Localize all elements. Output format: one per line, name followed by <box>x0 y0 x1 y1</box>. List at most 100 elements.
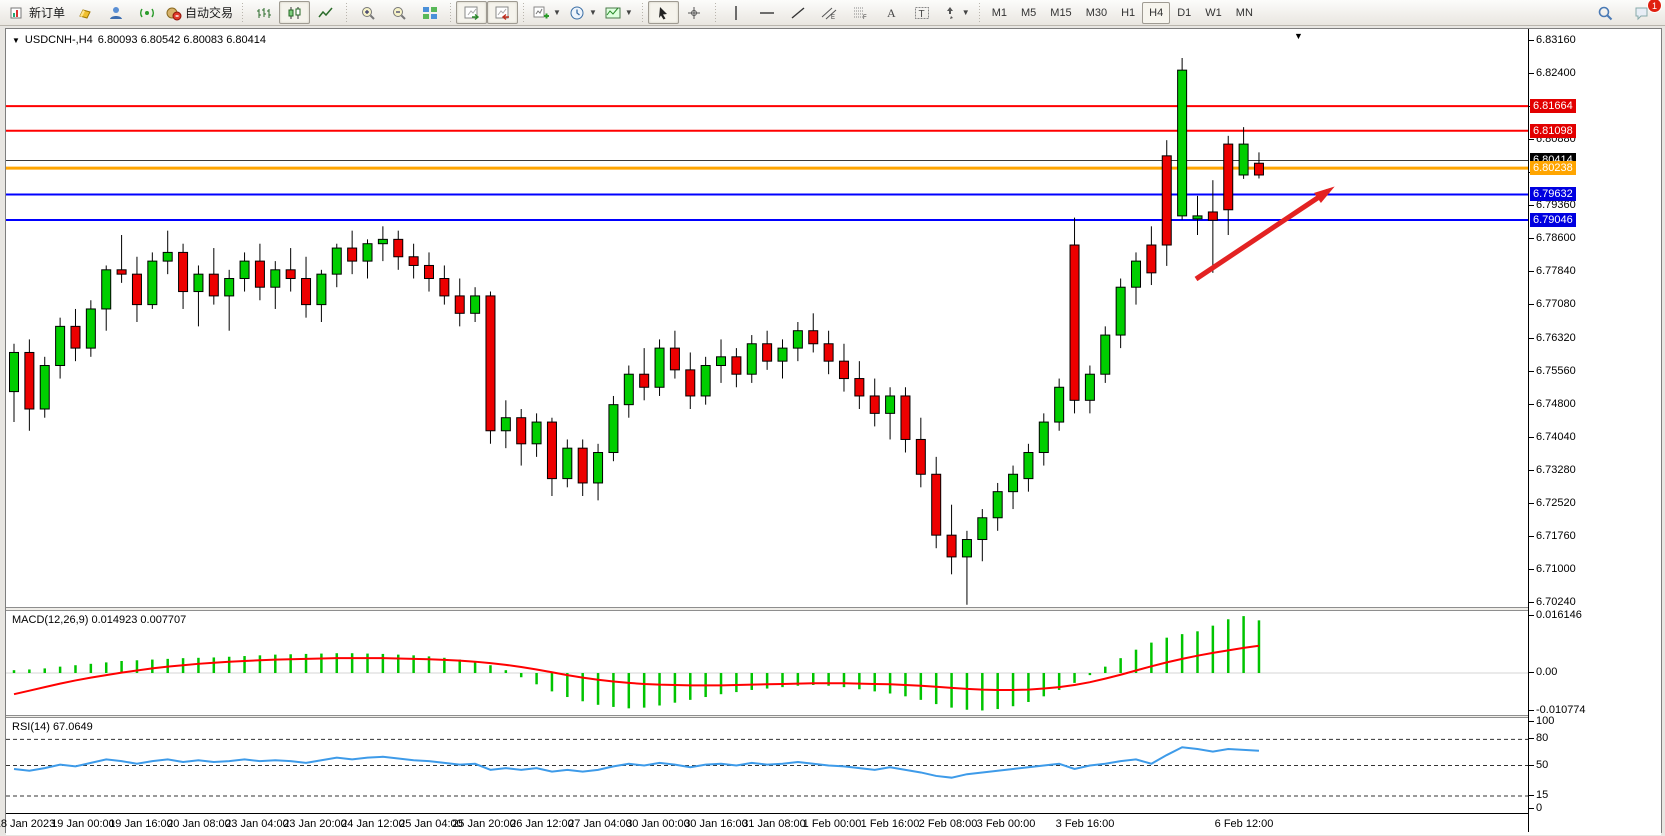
candle-body <box>239 260 250 280</box>
candle-body <box>1161 155 1172 246</box>
rsi-indicator-chart[interactable] <box>6 718 1528 813</box>
toolbar-separator <box>447 2 455 23</box>
rsi-axis-label: 50 <box>1528 758 1549 771</box>
shapes-button[interactable]: ▼ <box>938 1 974 24</box>
time-axis-label: 25 Jan 04:00 <box>399 818 463 830</box>
tile-windows-button[interactable] <box>414 1 445 24</box>
trendline-button[interactable] <box>783 1 814 24</box>
ohlc-bars-button[interactable] <box>248 1 279 24</box>
chat-button[interactable]: 1 <box>1626 0 1662 24</box>
line-chart-button[interactable] <box>310 1 341 24</box>
time-axis-label: 27 Jan 04:00 <box>568 818 632 830</box>
candle-body <box>1223 143 1234 211</box>
candle-body <box>577 447 588 484</box>
fibonacci-button[interactable]: F <box>845 1 876 24</box>
community-button[interactable] <box>100 1 131 24</box>
price-tick-label: 6.78600 <box>1529 232 1576 245</box>
price-chart-pane[interactable]: ▼ USDCNH-,H4 6.80093 6.80542 6.80083 6.8… <box>6 29 1528 607</box>
timeframe-m15-button[interactable]: M15 <box>1050 6 1072 19</box>
horizontal-line-button[interactable] <box>752 1 783 24</box>
autoscroll-icon <box>464 5 480 21</box>
chart-title: ▼ USDCNH-,H4 6.80093 6.80542 6.80083 6.8… <box>12 34 266 46</box>
price-tag-6.79632: 6.79632 <box>1530 187 1576 202</box>
candle-body <box>808 330 819 345</box>
timeframe-m5-button[interactable]: M5 <box>1021 6 1037 19</box>
timeframe-mn-button[interactable]: MN <box>1235 6 1253 19</box>
time-axis[interactable]: 18 Jan 2023 19 Jan 00:00 19 Jan 16:00 20 Ja… <box>0 813 1661 835</box>
candlestick-chart[interactable] <box>6 29 1528 607</box>
chevron-down-icon[interactable]: ▼ <box>553 8 561 17</box>
rsi-pane[interactable]: RSI(14) 67.0649 <box>6 718 1528 813</box>
candle-body <box>961 539 972 558</box>
candle-body <box>823 343 834 362</box>
price-tick-label: 6.70240 <box>1529 596 1576 609</box>
pane-splitter[interactable] <box>6 607 1661 611</box>
candle-body <box>946 534 957 558</box>
ohlc-quote-text: 6.80093 6.80542 6.80083 6.80414 <box>97 34 266 46</box>
timeframe-m30-button[interactable]: M30 <box>1085 6 1108 19</box>
timeframe-d1-button[interactable]: D1 <box>1177 6 1192 19</box>
candle-body <box>516 417 527 445</box>
text-button[interactable]: A <box>876 1 907 24</box>
timeframe-h4-button[interactable]: H4 <box>1142 1 1171 24</box>
crosshair-button[interactable] <box>679 1 710 24</box>
vertical-line-button[interactable] <box>721 1 752 24</box>
zoom-out-button[interactable] <box>383 1 414 24</box>
candle-body <box>716 356 727 367</box>
candle-body <box>593 452 604 484</box>
chart-shift-button[interactable] <box>487 1 519 24</box>
rsi-line <box>13 746 1260 779</box>
candle-body <box>977 517 988 541</box>
chevron-down-icon[interactable]: ▼ <box>624 8 633 17</box>
timeframe-h1-button[interactable]: H1 <box>1121 6 1136 19</box>
candle-body <box>1008 473 1019 493</box>
timeframe-w1-button[interactable]: W1 <box>1205 6 1222 19</box>
cursor-icon <box>655 5 671 21</box>
price-tag-6.81098: 6.81098 <box>1530 123 1576 138</box>
chevron-down-icon[interactable]: ▼ <box>961 8 970 17</box>
zoom-in-button[interactable] <box>352 1 383 24</box>
tiles-icon <box>422 5 438 21</box>
period-button[interactable]: ▼ <box>565 1 601 24</box>
auto-trading-button[interactable]: 自动交易 <box>162 1 237 24</box>
new-order-button[interactable]: 新订单 <box>6 1 69 24</box>
text-label-button[interactable]: T <box>907 1 938 24</box>
macd-axis-label: -0.010774 <box>1529 704 1586 717</box>
chevron-down-icon[interactable]: ▼ <box>588 8 597 17</box>
equidistant-channel-button[interactable]: E <box>814 1 845 24</box>
timeframe-m1-button[interactable]: M1 <box>991 6 1007 19</box>
price-axis[interactable]: 6.831606.824006.816406.808806.801206.793… <box>1528 29 1661 832</box>
new-chart-button[interactable]: ▼ <box>529 1 565 24</box>
signal-button[interactable] <box>131 1 162 24</box>
candle-body <box>101 269 112 310</box>
candle-body <box>900 395 911 440</box>
symbol-period-label: USDCNH-,H4 <box>24 34 93 46</box>
candle-body <box>669 347 680 371</box>
candle-body <box>224 278 235 297</box>
time-axis-label: 30 Jan 16:00 <box>684 818 748 830</box>
cursor-button[interactable] <box>647 1 679 24</box>
candle-body <box>777 347 788 362</box>
candle-body <box>178 251 189 293</box>
price-tick-label: 6.76320 <box>1529 331 1576 344</box>
trend-arrow[interactable] <box>1194 188 1330 282</box>
crosshair-icon <box>686 5 702 21</box>
deposit-button[interactable] <box>69 1 100 24</box>
candlestick-button[interactable] <box>279 1 311 24</box>
macd-indicator-chart[interactable] <box>6 611 1528 715</box>
macd-axis-label: 0.016146 <box>1529 608 1582 621</box>
price-tag-6.79046: 6.79046 <box>1530 212 1576 227</box>
candle-body <box>347 247 358 262</box>
chart-dropdown-icon[interactable]: ▼ <box>12 35 20 45</box>
auto-scroll-button[interactable] <box>456 1 488 24</box>
main-toolbar: 新订单 自动交易 ▼ ▼ ▼ E F A T ▼ M1 M5 M15 M30 H1 H4 D1 W1 MN 1 <box>0 0 1665 26</box>
newchart-icon <box>533 5 550 21</box>
price-tick-label: 6.77080 <box>1529 298 1576 311</box>
candle-body <box>377 238 388 245</box>
candle-body <box>55 325 66 367</box>
search-button[interactable] <box>1589 1 1620 24</box>
pane-splitter[interactable] <box>6 715 1661 718</box>
macd-pane[interactable]: MACD(12,26,9) 0.014923 0.007707 <box>6 611 1528 715</box>
chart-shift-marker[interactable]: ▼ <box>1294 31 1303 41</box>
template-button[interactable]: ▼ <box>601 1 637 24</box>
